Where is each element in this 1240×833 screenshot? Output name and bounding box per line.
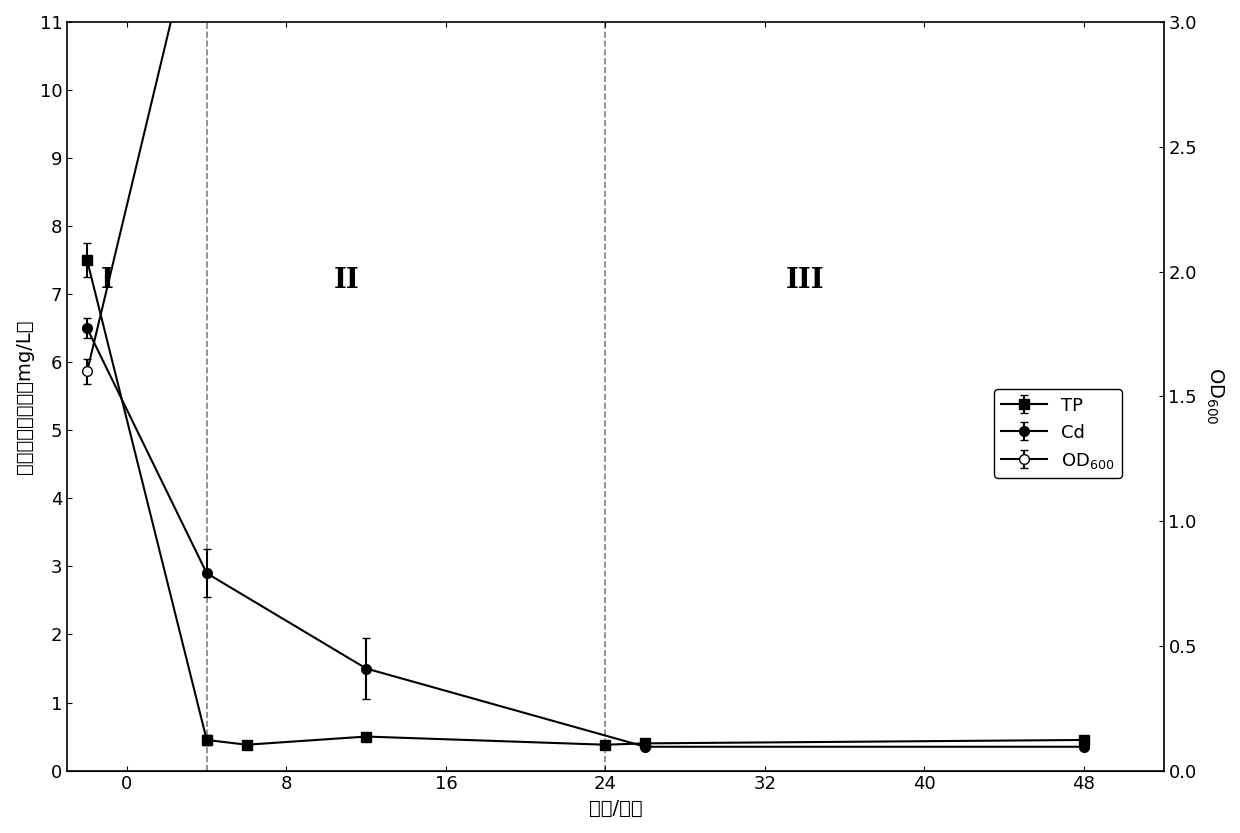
Text: III: III [785, 267, 825, 294]
Legend: TP, Cd, OD$_{600}$: TP, Cd, OD$_{600}$ [994, 390, 1122, 478]
Y-axis label: 镁和总磷的浓度（mg/L）: 镁和总磷的浓度（mg/L） [15, 319, 33, 473]
Text: II: II [334, 267, 360, 294]
X-axis label: 时间/小时: 时间/小时 [589, 799, 642, 818]
Text: I: I [100, 267, 114, 294]
Y-axis label: OD$_{600}$: OD$_{600}$ [1204, 367, 1225, 425]
